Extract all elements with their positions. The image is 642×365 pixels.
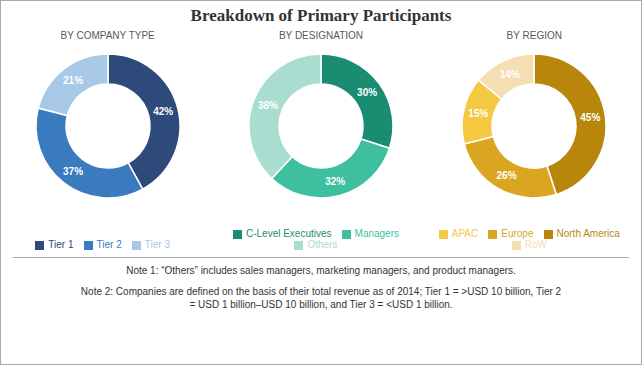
html-text:Note 1: “Others” includes sale: Note 1: “Others” includes sales managers… (126, 265, 516, 276)
svg-text:45%: 45% (581, 112, 601, 123)
html-text:Tier 3: Tier 3 (144, 239, 170, 250)
svg-text:26%: 26% (497, 170, 517, 181)
svg-text:38%: 38% (258, 100, 278, 111)
html-text:Europe: Europe (501, 228, 534, 239)
html-text:Others: Others (307, 239, 338, 250)
html-text:RoW: RoW (524, 239, 547, 250)
html-text:BY COMPANY TYPE: BY COMPANY TYPE (60, 30, 155, 41)
html-text:APAC: APAC (451, 228, 479, 239)
html-text:BY REGION: BY REGION (506, 30, 562, 41)
html-text:Tier 1: Tier 1 (48, 239, 74, 250)
html-text:BY DESIGNATION: BY DESIGNATION (278, 30, 363, 41)
html-text:Note 2: Companies are defined: Note 2: Companies are defined on the bas… (80, 286, 562, 310)
html-text:North America: North America (556, 228, 620, 239)
html-text:C-Level Executives: C-Level Executives (246, 228, 332, 239)
html-text:Tier 2: Tier 2 (96, 239, 122, 250)
svg-text:21%: 21% (63, 75, 83, 86)
svg-text:37%: 37% (63, 166, 83, 177)
svg-text:15%: 15% (469, 108, 489, 119)
html-text:Breakdown of Primary Participa: Breakdown of Primary Participants (190, 6, 452, 25)
svg-text:14%: 14% (500, 69, 520, 80)
svg-text:32%: 32% (325, 176, 345, 187)
svg-text:42%: 42% (153, 106, 173, 117)
html-text:Managers: Managers (354, 228, 399, 239)
svg-text:30%: 30% (357, 87, 377, 98)
